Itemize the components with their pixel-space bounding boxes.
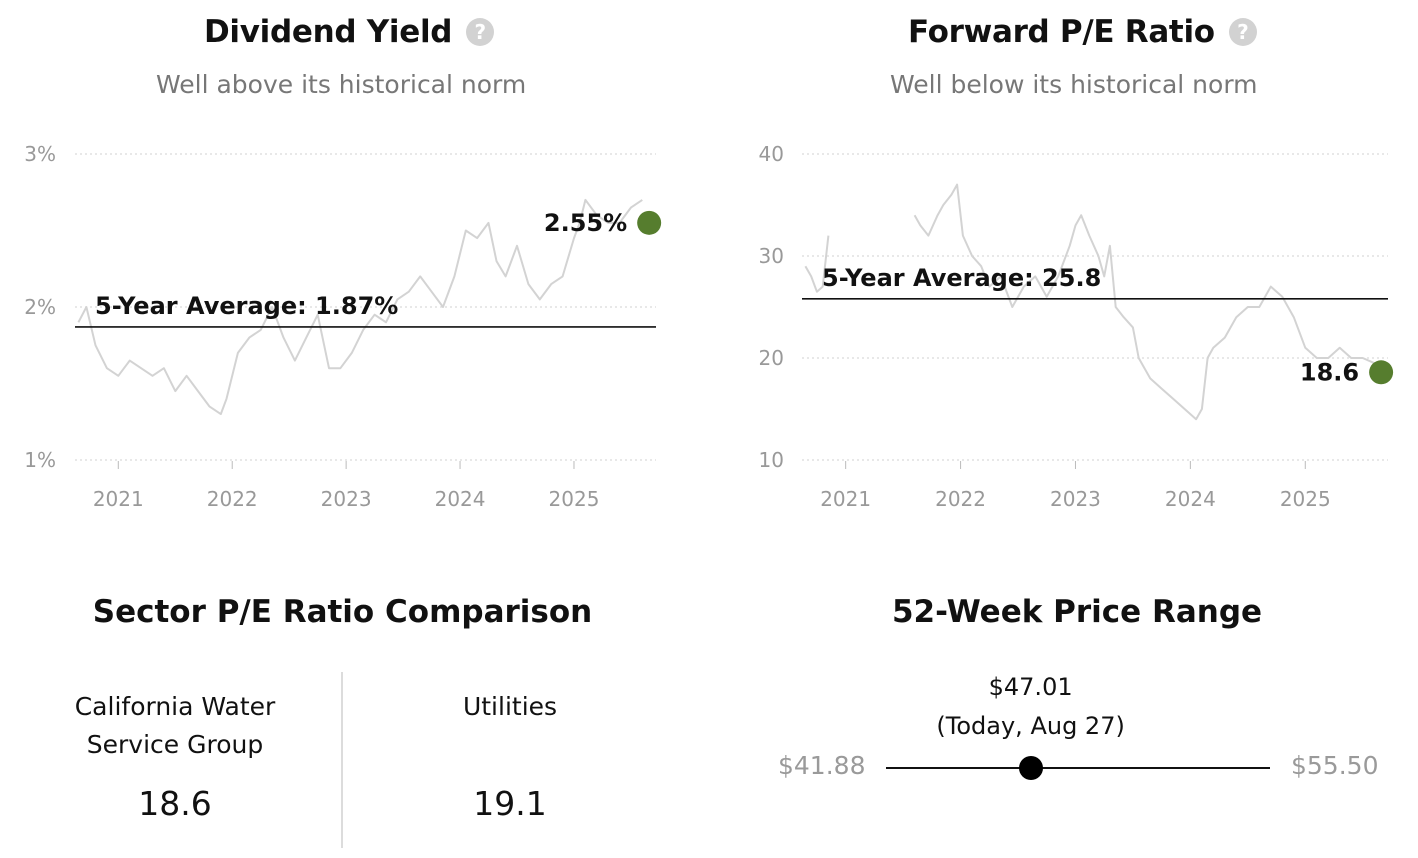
forward-pe-title-text: Forward P/E Ratio bbox=[908, 14, 1215, 50]
y-tick-label: 3% bbox=[24, 142, 56, 166]
current-value-marker bbox=[637, 210, 662, 235]
sector-pe-title: Sector P/E Ratio Comparison bbox=[92, 594, 593, 630]
sector-name: Utilities bbox=[462, 692, 558, 721]
sector-pe-value: 19.1 bbox=[473, 784, 547, 823]
dividend-yield-title-text: Dividend Yield bbox=[204, 14, 453, 50]
average-label: 5-Year Average: 1.87% bbox=[95, 292, 398, 320]
y-tick-label: 1% bbox=[24, 448, 56, 472]
sector-pe-column: Utilities 19.1 bbox=[355, 688, 665, 823]
forward-pe-chart: 40 30 20 10 2021 2022 2023 2024 2025 5-Year Avera… bbox=[759, 142, 1394, 511]
y-tick-label: 30 bbox=[759, 244, 784, 268]
x-tick-label: 2025 bbox=[549, 487, 600, 511]
y-tick-label: 2% bbox=[24, 295, 56, 319]
company-pe-value: 18.6 bbox=[138, 784, 212, 823]
x-tick-label: 2022 bbox=[935, 487, 986, 511]
range-low: $41.88 bbox=[778, 751, 866, 780]
range-high: $55.50 bbox=[1291, 751, 1379, 780]
company-name-line2: Service Group bbox=[86, 730, 264, 759]
company-pe-column: California Water Service Group 18.6 bbox=[20, 688, 330, 823]
price-range-title: 52-Week Price Range bbox=[891, 594, 1263, 630]
current-price-label: $47.01 (Today, Aug 27) bbox=[901, 668, 1161, 746]
range-track bbox=[886, 767, 1270, 769]
x-tick-label: 2021 bbox=[820, 487, 871, 511]
y-tick-label: 10 bbox=[759, 448, 784, 472]
x-tick-label: 2024 bbox=[435, 487, 486, 511]
x-tick-label: 2021 bbox=[93, 487, 144, 511]
dividend-yield-subtitle: Well above its historical norm bbox=[156, 70, 527, 99]
current-price: $47.01 bbox=[988, 673, 1073, 701]
dividend-yield-title: Dividend Yield? bbox=[204, 14, 495, 50]
current-price-note: (Today, Aug 27) bbox=[936, 712, 1125, 740]
question-circle-icon[interactable]: ? bbox=[1228, 18, 1257, 46]
question-circle-icon[interactable]: ? bbox=[466, 18, 495, 46]
current-value-label: 18.6 bbox=[1300, 358, 1359, 386]
y-tick-label: 40 bbox=[759, 142, 784, 166]
dividend-yield-chart: 3% 2% 1% 2021 2022 2023 2024 2025 5-Year Average… bbox=[24, 142, 662, 511]
x-tick-label: 2022 bbox=[207, 487, 258, 511]
x-tick-label: 2024 bbox=[1165, 487, 1216, 511]
y-tick-label: 20 bbox=[759, 346, 784, 370]
forward-pe-title: Forward P/E Ratio? bbox=[908, 14, 1257, 50]
current-value-label: 2.55% bbox=[544, 209, 627, 237]
x-tick-label: 2023 bbox=[1050, 487, 1101, 511]
range-current-marker bbox=[1018, 756, 1043, 780]
series-line bbox=[77, 198, 643, 416]
sector-divider bbox=[341, 672, 343, 848]
x-tick-label: 2023 bbox=[321, 487, 372, 511]
company-name-line1: California Water bbox=[74, 692, 276, 721]
x-tick-label: 2025 bbox=[1280, 487, 1331, 511]
average-label: 5-Year Average: 25.8 bbox=[822, 264, 1101, 292]
series-line bbox=[913, 183, 1375, 421]
series-line bbox=[804, 235, 830, 293]
forward-pe-subtitle: Well below its historical norm bbox=[890, 70, 1258, 99]
sector-name-spacer bbox=[355, 726, 665, 764]
current-value-marker bbox=[1369, 360, 1394, 385]
